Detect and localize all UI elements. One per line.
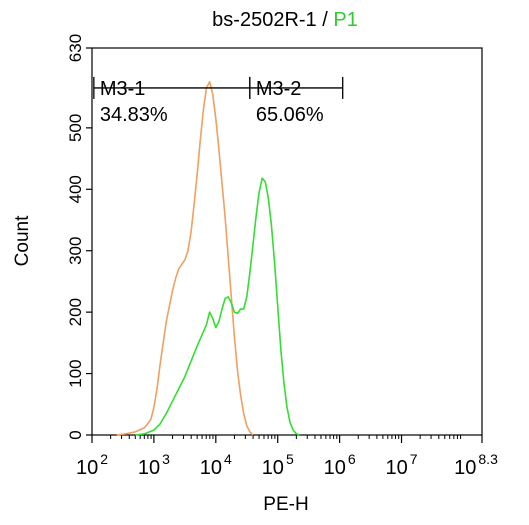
histogram-series-1-line bbox=[116, 81, 254, 436]
x-tick-exponent: 3 bbox=[162, 451, 170, 467]
x-tick-label: 10 7 bbox=[386, 451, 418, 479]
x-tick-label: 10 2 bbox=[76, 451, 108, 479]
x-tick-exponent: 4 bbox=[224, 451, 232, 467]
y-tick-label: 630 bbox=[66, 34, 85, 62]
plot-frame bbox=[91, 47, 483, 436]
x-tick-label: 10 8.3 bbox=[454, 451, 498, 479]
x-tick-base: 10 bbox=[324, 457, 346, 479]
x-tick-label: 10 3 bbox=[138, 451, 170, 479]
y-tick-label: 400 bbox=[66, 175, 85, 203]
x-tick-exponent: 8.3 bbox=[478, 451, 498, 467]
x-tick-label: 10 4 bbox=[200, 451, 232, 479]
marker-percent: 34.83% bbox=[100, 104, 168, 126]
x-tick-label: 10 5 bbox=[262, 451, 294, 479]
marker-name: M3-1 bbox=[100, 78, 146, 100]
x-axis-label: PE-H bbox=[263, 494, 308, 515]
y-tick-label: 100 bbox=[66, 359, 85, 387]
x-tick-base: 10 bbox=[386, 457, 408, 479]
x-tick-exponent: 5 bbox=[286, 451, 294, 467]
marker-name: M3-2 bbox=[256, 78, 302, 100]
y-axis-label: Count bbox=[12, 215, 33, 266]
x-tick-base: 10 bbox=[138, 457, 160, 479]
x-tick-exponent: 7 bbox=[410, 451, 418, 467]
chart-title-separator: / bbox=[317, 9, 334, 31]
x-tick-base: 10 bbox=[200, 457, 222, 479]
x-tick-base: 10 bbox=[76, 457, 98, 479]
y-tick-label: 200 bbox=[66, 298, 85, 326]
chart-title: bs-2502R-1 / P1 bbox=[212, 9, 358, 31]
marker-m3-1: M3-1 34.83% bbox=[93, 76, 251, 126]
series-layer bbox=[116, 81, 300, 436]
x-tick-exponent: 2 bbox=[100, 451, 108, 467]
x-axis: 10 2 10 3 10 4 10 5 10 6 10 7 10 8.3 bbox=[76, 435, 498, 479]
x-tick-base: 10 bbox=[454, 457, 476, 479]
y-tick-label: 0 bbox=[66, 430, 85, 439]
y-tick-label: 500 bbox=[66, 114, 85, 142]
x-tick-base: 10 bbox=[262, 457, 284, 479]
chart-title-gate: P1 bbox=[333, 9, 357, 31]
marker-percent: 65.06% bbox=[256, 104, 324, 126]
x-tick-exponent: 6 bbox=[348, 451, 356, 467]
chart-title-sample: bs-2502R-1 bbox=[212, 9, 317, 31]
marker-layer: M3-1 34.83% M3-2 65.06% bbox=[93, 76, 344, 126]
x-tick-label: 10 6 bbox=[324, 451, 356, 479]
histogram-series-2-line bbox=[135, 177, 300, 436]
y-axis: 0 100 200 300 400 500 630 bbox=[66, 34, 92, 440]
marker-m3-2: M3-2 65.06% bbox=[249, 76, 344, 126]
y-tick-label: 300 bbox=[66, 237, 85, 265]
